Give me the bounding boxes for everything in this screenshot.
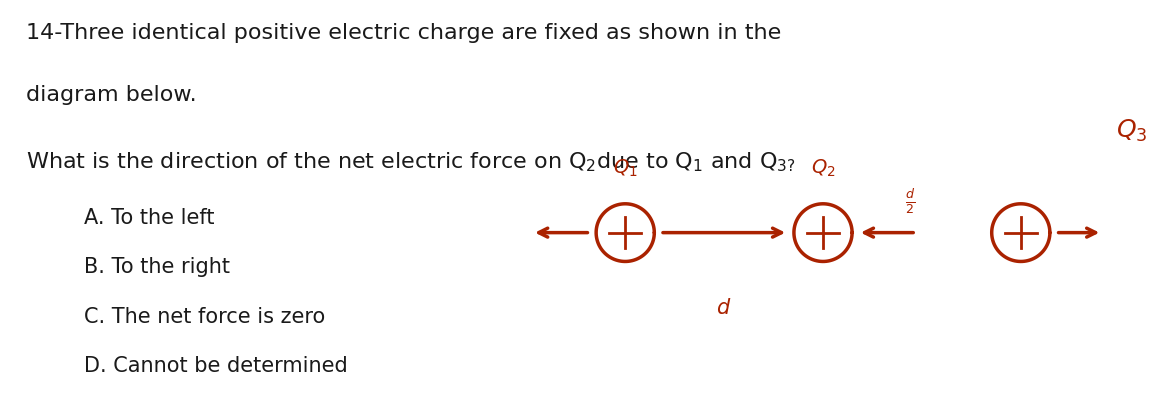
Text: What is the direction of the net electric force on Q$_2$due to Q$_1$ and Q$_{3?}: What is the direction of the net electri… — [26, 151, 796, 174]
Text: $\mathit{Q_1}$: $\mathit{Q_1}$ — [613, 158, 637, 179]
Text: C. The net force is zero: C. The net force is zero — [84, 307, 325, 327]
Text: 14-Three identical positive electric charge are fixed as shown in the: 14-Three identical positive electric cha… — [26, 23, 781, 43]
Text: D. Cannot be determined: D. Cannot be determined — [84, 356, 348, 376]
Text: $\mathit{d}$: $\mathit{d}$ — [717, 298, 732, 318]
Text: $\mathit{Q_3}$: $\mathit{Q_3}$ — [1115, 118, 1147, 144]
Text: diagram below.: diagram below. — [26, 85, 196, 105]
Text: $\mathit{Q_2}$: $\mathit{Q_2}$ — [811, 158, 836, 179]
Text: B. To the right: B. To the right — [84, 257, 230, 277]
Text: A. To the left: A. To the left — [84, 208, 215, 228]
Text: $\frac{d}{2}$: $\frac{d}{2}$ — [905, 187, 915, 216]
